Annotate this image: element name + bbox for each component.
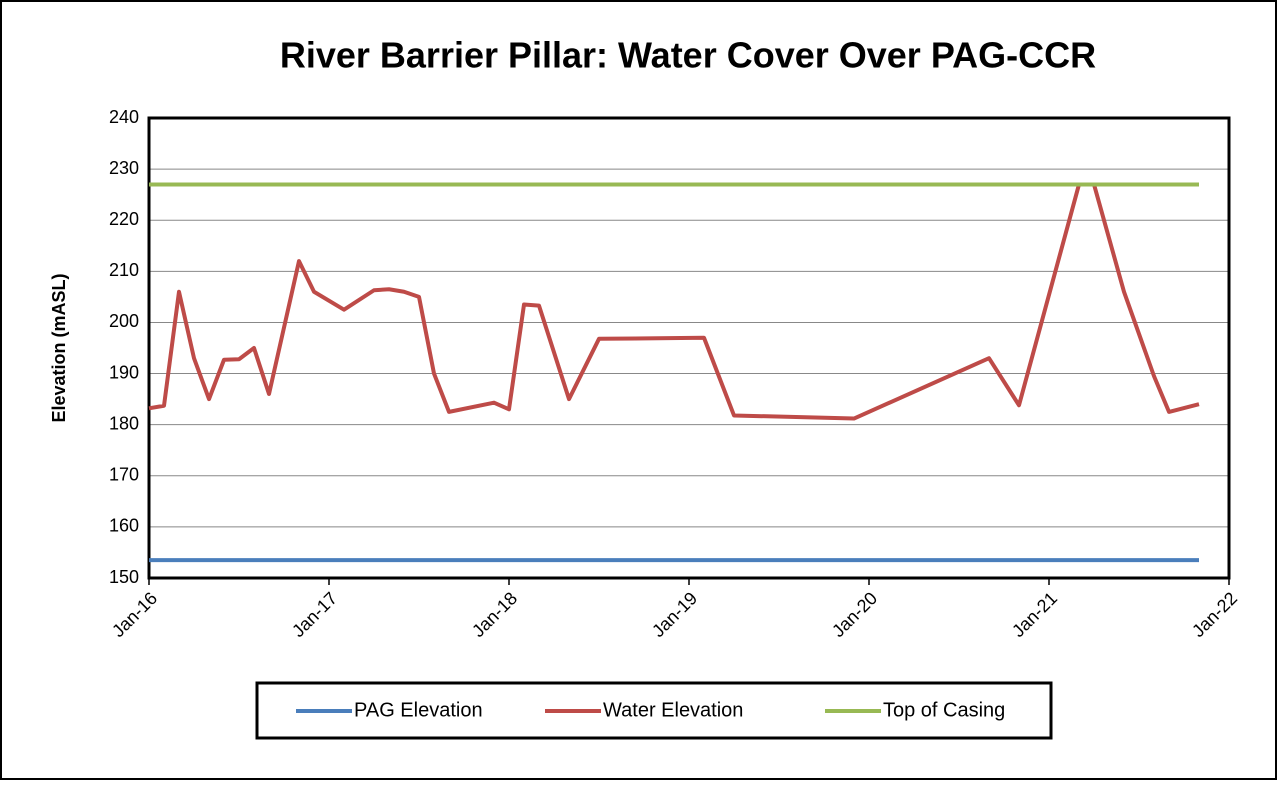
legend-label: Top of Casing <box>883 699 1005 721</box>
y-tick-label: 240 <box>109 107 139 127</box>
series-line <box>148 182 1200 421</box>
y-tick-label: 190 <box>109 362 139 382</box>
y-tick-label: 230 <box>109 158 139 178</box>
y-tick-label: 210 <box>109 260 139 280</box>
y-tick-label: 150 <box>109 567 139 587</box>
y-tick-label: 220 <box>109 209 139 229</box>
y-tick-label: 200 <box>109 311 139 331</box>
y-tick-label: 180 <box>109 413 139 433</box>
y-tick-label: 170 <box>109 465 139 485</box>
legend-label: PAG Elevation <box>354 699 483 721</box>
y-axis-label: Elevation (mASL) <box>49 273 69 422</box>
legend-label: Water Elevation <box>603 699 743 721</box>
plot-border <box>147 116 1231 580</box>
chart-title: River Barrier Pillar: Water Cover Over P… <box>280 35 1096 76</box>
y-tick-label: 160 <box>109 516 139 536</box>
legend <box>255 681 1053 740</box>
